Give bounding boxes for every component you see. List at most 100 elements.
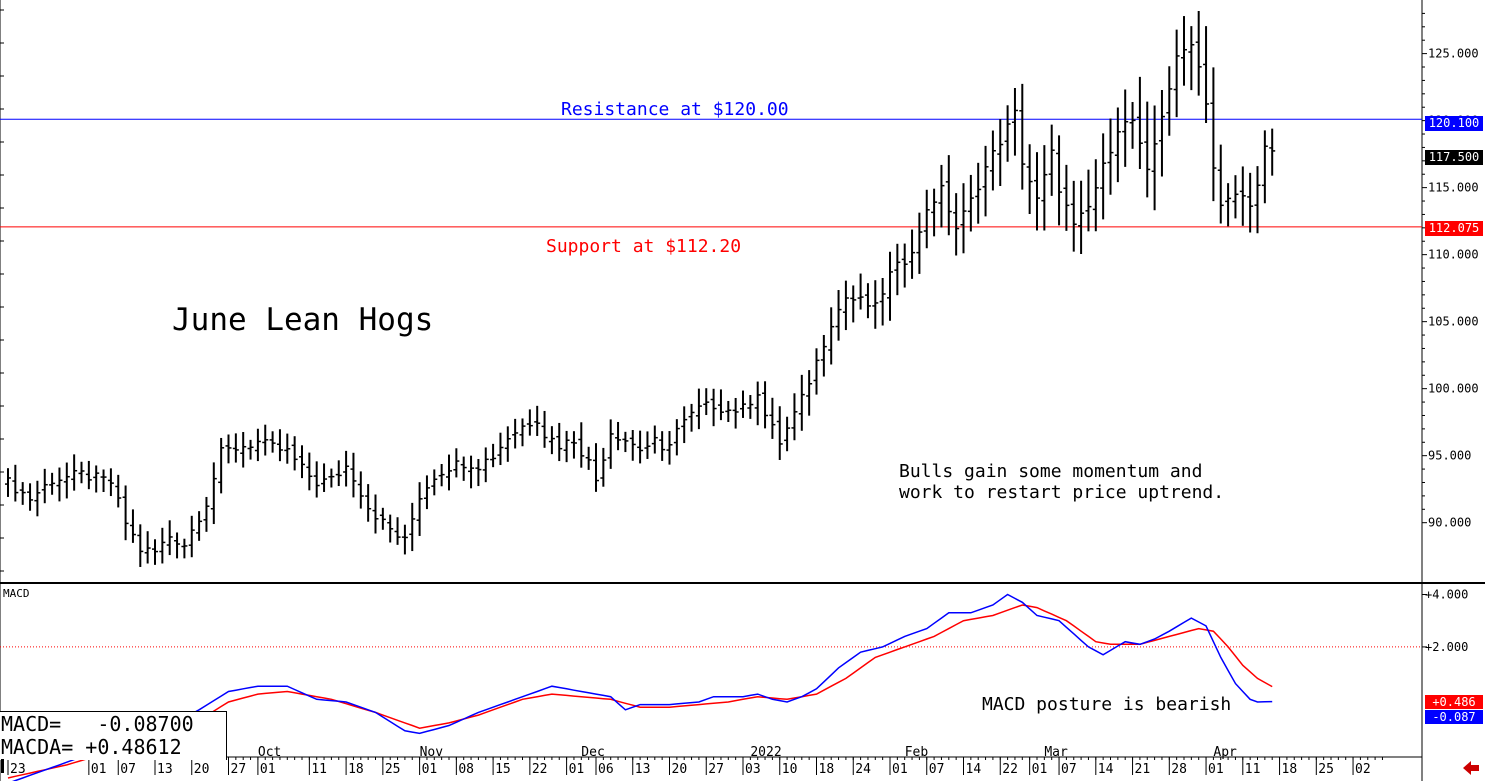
- date-tick-label: 10: [782, 762, 798, 777]
- price-bar: [247, 439, 254, 460]
- price-bar: [879, 278, 886, 326]
- date-tick-label: 18: [348, 762, 364, 777]
- date-tick-label: 20: [672, 762, 688, 777]
- month-label: Mar: [1044, 745, 1068, 760]
- price-bar: [203, 496, 210, 532]
- axes: 90.000 95.000 100.000 105.000 110.000 115.000…: [0, 9, 1479, 777]
- date-tick-label: 27: [708, 762, 724, 777]
- price-bar: [791, 393, 798, 441]
- price-bar: [1181, 16, 1187, 86]
- price-tick-label: 105.000: [1428, 315, 1479, 329]
- price-bar: [637, 430, 644, 464]
- date-tick-label: 18: [819, 762, 835, 777]
- price-bar: [1004, 105, 1011, 162]
- price-bar: [497, 432, 504, 466]
- price-bar: [129, 509, 136, 543]
- price-bar: [835, 290, 842, 341]
- price-bar: [409, 502, 416, 552]
- price-bar: [666, 431, 673, 465]
- date-tick-label: 13: [157, 762, 173, 777]
- price-bar: [1239, 166, 1246, 226]
- price-bar: [482, 447, 489, 483]
- price-bar: [1225, 183, 1232, 227]
- month-label: Dec: [581, 745, 604, 760]
- price-bar: [1048, 124, 1055, 196]
- price-bar: [460, 456, 467, 481]
- price-bar: [196, 511, 203, 541]
- price-tick-label: 95.000: [1428, 449, 1471, 463]
- support-value-tag: 112.075: [1425, 221, 1483, 236]
- price-bar: [188, 515, 195, 558]
- readout-box: MACD= -0.08700 MACDA= +0.48612: [0, 711, 227, 760]
- date-tick-label: 07: [929, 762, 945, 777]
- price-bar: [960, 183, 967, 254]
- left-end-marker-icon: [1, 759, 4, 773]
- price-bar: [115, 474, 122, 508]
- price-bar: [423, 475, 430, 510]
- price-bar: [1166, 66, 1173, 136]
- price-bar: [85, 460, 92, 490]
- price-bar: [644, 431, 651, 459]
- price-bar: [585, 446, 592, 470]
- price-bar: [438, 464, 445, 487]
- date-tick-label: 25: [1318, 762, 1334, 777]
- price-bar: [34, 480, 41, 517]
- price-bar: [526, 409, 533, 436]
- price-tick-label: 100.000: [1428, 382, 1479, 396]
- price-bar: [593, 443, 599, 492]
- price-bar: [519, 418, 526, 447]
- price-bar: [798, 374, 805, 431]
- date-tick-label: 21: [1135, 762, 1151, 777]
- price-bar: [1129, 102, 1136, 149]
- date-tick-label: 27: [231, 762, 247, 777]
- price-bar: [232, 433, 239, 463]
- price-tick-label: 125.000: [1428, 47, 1479, 61]
- price-bar: [107, 468, 114, 497]
- date-tick-label: 01: [422, 762, 438, 777]
- macd-value-tag: -0.087: [1425, 710, 1483, 724]
- red-left-arrow-icon[interactable]: [1462, 760, 1480, 776]
- price-bar: [622, 431, 629, 453]
- date-tick-label: 02: [1355, 762, 1371, 777]
- price-bar: [159, 527, 166, 564]
- price-bar: [93, 465, 100, 493]
- date-tick-label: 14: [966, 762, 982, 777]
- price-bar: [1019, 83, 1026, 190]
- price-bar: [394, 517, 401, 545]
- price-bar: [1269, 128, 1276, 176]
- price-bar: [276, 429, 283, 462]
- macd-lines: [7, 593, 1273, 781]
- price-bar: [218, 437, 225, 494]
- price-bar: [651, 425, 658, 454]
- price-bar: [306, 452, 313, 491]
- price-bar: [1247, 172, 1254, 233]
- price-bar: [563, 430, 570, 463]
- price-bar: [1232, 175, 1239, 219]
- price-bar: [894, 243, 901, 296]
- price-bar: [703, 388, 710, 416]
- price-bar: [710, 388, 717, 427]
- date-tick-label: 25: [385, 762, 401, 777]
- price-bars: [5, 11, 1276, 567]
- price-bar: [629, 430, 636, 461]
- date-tick-label: 22: [532, 762, 548, 777]
- macda-value-tag: +0.486: [1425, 695, 1483, 709]
- price-bar: [5, 468, 11, 497]
- date-tick-label: 08: [458, 762, 474, 777]
- price-bar: [887, 251, 893, 321]
- price-bar: [328, 468, 335, 488]
- price-bar: [210, 462, 217, 525]
- price-bar: [416, 482, 423, 536]
- price-bar: [166, 520, 173, 556]
- date-tick-label: 07: [120, 762, 136, 777]
- price-bar: [269, 431, 276, 453]
- price-bar: [813, 348, 820, 395]
- price-bar: [864, 283, 871, 319]
- price-bar: [49, 472, 56, 495]
- price-bar: [732, 397, 739, 429]
- price-bar: [769, 397, 776, 439]
- date-tick-label: 18: [1282, 762, 1298, 777]
- date-tick-label: 01: [1032, 762, 1048, 777]
- month-label: Apr: [1213, 745, 1237, 760]
